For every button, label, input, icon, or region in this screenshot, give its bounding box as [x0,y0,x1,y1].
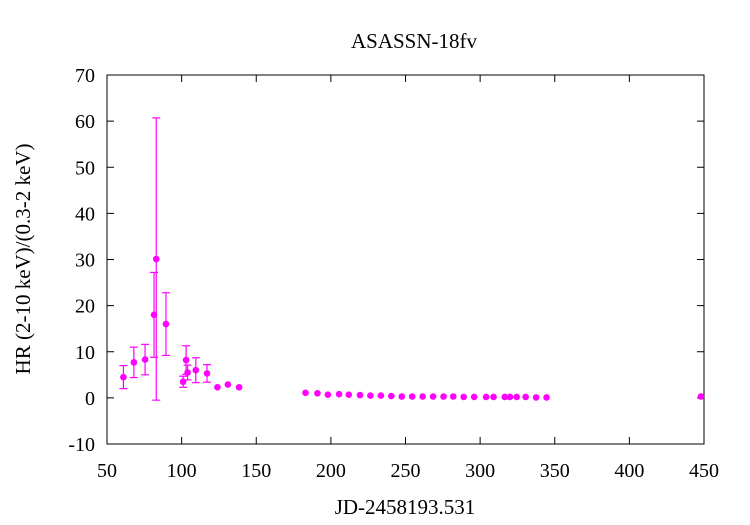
x-tick-label-8: 450 [689,460,719,482]
x-tick-label-5: 300 [465,460,495,482]
data-point-26 [429,393,437,400]
data-point-35 [513,393,520,401]
data-point-24 [408,393,416,400]
x-tick-label-1: 100 [167,460,197,482]
data-point-10 [203,370,211,377]
data-point-8 [184,369,191,376]
data-point-27 [440,393,447,400]
y-tick-label-7: 60 [75,111,95,133]
y-tick-label-6: 50 [75,157,95,179]
x-tick-label-6: 350 [540,460,570,482]
chart-title: ASASSN-18fv [351,29,478,53]
data-point-1 [130,359,138,366]
y-tick-label-3: 20 [75,296,95,318]
plot-frame [106,74,705,445]
data-point-21 [377,392,385,399]
data-point-36 [522,393,529,401]
y-tick-label-2: 10 [75,342,95,364]
y-tick-label-4: 30 [75,250,95,272]
x-tick-label-4: 250 [391,460,421,482]
data-point-9 [192,366,200,374]
data-point-18 [345,391,353,398]
x-tick-label-3: 200 [316,460,346,482]
data-point-19 [356,391,364,399]
data-point-2 [141,356,149,363]
x-tick-label-2: 150 [241,460,271,482]
data-point-14 [302,389,309,397]
data-point-25 [419,393,426,400]
x-axis-label: JD-2458193.531 [335,495,476,519]
tick-labels: 50 100 150 200 250 300 350 400 450 -10 0 10 20 30 40 50… [68,65,719,482]
data-point-15 [314,389,321,397]
y-tick-label-1: 0 [85,388,95,410]
data-point-0 [120,373,127,381]
data-point-5 [162,320,170,328]
data-point-16 [324,391,332,398]
data-point-23 [398,393,406,400]
x-tick-label-7: 400 [614,460,644,482]
data-points [119,117,705,401]
data-point-38 [543,394,550,401]
y-tick-label-5: 40 [75,203,95,225]
y-axis-label: HR (2-10 keV)/(0.3-2 keV) [11,144,35,375]
data-point-33 [501,393,509,401]
data-point-13 [235,383,243,391]
data-point-20 [367,392,374,399]
data-point-30 [470,393,478,401]
data-point-39 [697,393,705,400]
data-point-29 [460,393,468,401]
data-point-7 [182,356,190,364]
data-point-12 [224,381,232,388]
x-tick-label-0: 50 [97,460,117,482]
y-tick-label-0: -10 [68,434,95,456]
data-point-17 [335,390,343,398]
data-point-34 [506,393,514,401]
data-point-37 [532,394,540,401]
data-point-28 [449,393,457,400]
data-point-22 [388,392,395,400]
y-tick-label-8: 70 [75,65,95,87]
data-point-32 [490,393,497,401]
data-point-31 [482,393,490,401]
axis-ticks [106,74,705,445]
data-point-11 [214,383,221,391]
data-point-4 [152,255,160,263]
